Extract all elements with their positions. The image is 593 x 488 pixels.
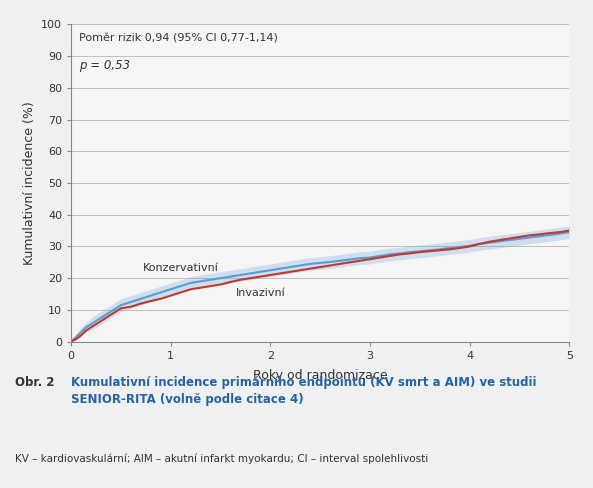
Text: Invazivní: Invazivní [235, 288, 285, 298]
X-axis label: Roky od randomizace: Roky od randomizace [253, 369, 388, 382]
Text: Konzervativní: Konzervativní [143, 264, 219, 273]
Y-axis label: Kumulativní incidence (%): Kumulativní incidence (%) [23, 101, 36, 265]
Text: Obr. 2: Obr. 2 [15, 376, 55, 389]
Text: Kumulativní incidence primárního endpointu (KV smrt a AIM) ve studii
SENIOR-RITA: Kumulativní incidence primárního endpoin… [71, 376, 537, 406]
Text: p = 0,53: p = 0,53 [79, 60, 130, 72]
Text: Poměr rizik 0,94 (95% CI 0,77-1,14): Poměr rizik 0,94 (95% CI 0,77-1,14) [79, 34, 278, 44]
Text: KV – kardiovaskulární; AIM – akutní infarkt myokardu; CI – interval spolehlivost: KV – kardiovaskulární; AIM – akutní infa… [15, 454, 428, 465]
